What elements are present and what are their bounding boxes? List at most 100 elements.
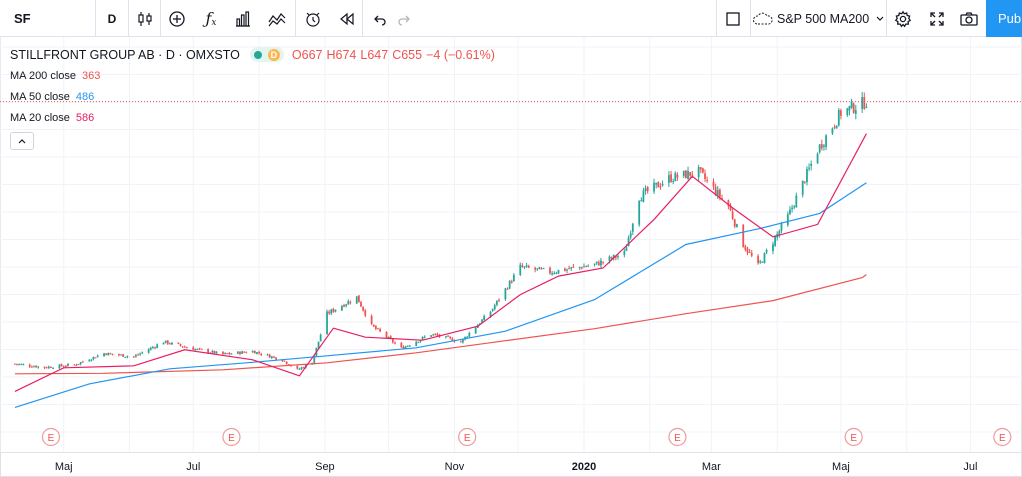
candle [137,353,139,356]
legend-ma20[interactable]: MA 20 close 586 [10,107,499,128]
candle [810,160,813,171]
candle [166,340,169,345]
fullscreen-icon[interactable] [922,0,952,37]
candle [266,353,269,356]
candle [222,351,224,355]
candle [685,170,687,179]
replay-icon[interactable] [332,0,362,37]
candle [370,314,373,326]
candle [434,333,437,336]
candle [623,248,626,258]
earnings-marker[interactable]: E [993,427,1012,447]
candle [555,271,558,275]
candle [742,223,745,248]
candle [196,348,199,350]
candle [296,365,299,370]
financials-icon[interactable] [228,0,258,37]
chart-legend: STILLFRONT GROUP AB · D · OMXSTO D O667 H… [10,44,499,150]
candle [139,352,142,356]
time-axis[interactable]: Maj Jul Sep Nov 2020 Mar Maj Jul [0,452,1022,477]
candle [629,230,632,240]
candle [345,303,348,308]
candle [77,363,80,365]
market-status-badge[interactable]: D [249,47,284,62]
svg-text:E: E [464,433,471,444]
x-tick-label: Jul [963,461,978,473]
camera-icon[interactable] [954,0,984,37]
candle [226,353,229,355]
candle [385,331,388,339]
ma-value: 486 [75,90,95,103]
svg-text:E: E [48,433,55,444]
candle [534,266,537,273]
candle [109,352,112,355]
open-value: O667 [291,47,323,62]
candle [141,351,144,355]
high-value: H674 [326,47,357,62]
legend-ma50[interactable]: MA 50 close 486 [10,86,499,107]
candle [33,365,35,368]
x-tick-label: Sep [315,461,335,473]
compare-symbol-button[interactable]: S&P 500 MA200 [752,0,886,37]
candle [132,356,135,358]
publish-button[interactable]: Publish [986,0,1022,37]
candle [260,352,263,357]
candle [124,356,127,358]
candle [793,204,796,210]
candle [362,306,365,312]
earnings-marker[interactable]: E [844,427,863,447]
earnings-marker[interactable]: E [222,427,241,447]
compare-label: S&P 500 MA200 [777,11,870,26]
fullscreen-square-icon[interactable] [718,0,748,37]
candle [638,200,641,227]
candle [852,102,855,114]
indicators-add-icon[interactable] [162,0,192,37]
candle [107,352,110,356]
candle [570,266,573,272]
candle [96,354,99,358]
candle [676,172,679,181]
legend-ma200[interactable]: MA 200 close 363 [10,65,499,86]
alert-clock-icon[interactable] [298,0,328,37]
redo-icon[interactable] [390,0,420,37]
candle [580,266,583,270]
candle [714,183,717,196]
candle [135,353,137,358]
interval-button[interactable]: D [107,11,117,26]
candle [854,104,857,120]
candle [347,299,350,305]
x-tick-label: Maj [832,461,850,473]
undo-icon[interactable] [364,0,394,37]
candles-icon[interactable] [130,0,160,37]
candle [523,266,526,270]
candle [179,343,182,347]
symbol-search[interactable]: SF [14,11,31,26]
candle [536,268,539,271]
candle [432,333,435,337]
candle [846,107,849,117]
earnings-marker[interactable]: E [458,427,477,447]
candle [185,346,188,349]
candle [557,269,560,275]
candle [111,353,114,356]
candle [18,363,21,366]
candle [527,264,530,269]
candle [791,204,793,213]
candle [748,248,751,254]
candle [644,185,647,195]
candle [600,257,602,268]
ma-label: MA 200 close [10,69,77,82]
candle [151,345,154,349]
templates-icon[interactable] [262,0,292,37]
candle [245,351,248,354]
candle [721,194,723,200]
candle [759,259,762,264]
earnings-marker[interactable]: E [41,427,61,447]
collapse-legend-button[interactable] [10,132,34,150]
earnings-marker[interactable]: E [668,427,687,447]
x-tick-label: 2020 [571,461,597,473]
settings-gear-icon[interactable] [888,0,918,37]
